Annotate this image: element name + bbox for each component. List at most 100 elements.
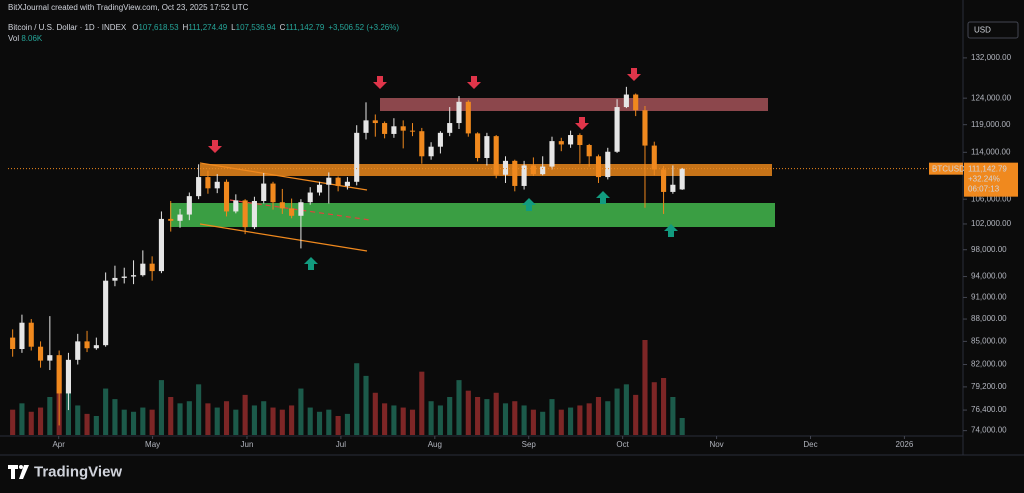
volume-bar [335,416,341,435]
candle-body [633,94,639,111]
candle-body [84,341,90,349]
y-tick-label: 91,000.00 [971,293,1007,302]
candle-body [251,201,257,228]
volume-key: Vol [8,34,19,43]
ohlc-value: 111,274.49 [188,23,227,32]
volume-bar [484,399,490,435]
candle-body [214,181,220,189]
candle-body [196,177,202,197]
symbol-legend: Bitcoin / U.S. Dollar · 1D · INDEX O107,6… [8,23,399,32]
volume-bar [558,409,564,435]
ohlc-key: H [183,23,189,32]
volume-bar [279,409,285,435]
volume-bar [391,405,397,435]
volume-bar [633,394,639,435]
volume-bar [419,371,425,435]
volume-bar [289,405,295,435]
candle-body [168,218,174,221]
candle-body [326,177,332,185]
down-arrow [575,117,589,130]
x-tick-label: May [145,440,160,449]
volume-bar [121,409,127,435]
candle-body [121,276,127,278]
volume-bar [177,403,183,435]
volume-bar [447,397,453,435]
candle-body [586,145,592,157]
candle-body [409,130,416,132]
volume-bar [10,409,16,435]
candle-body [223,181,230,212]
candle-body [298,202,304,216]
candle-body [661,169,667,192]
candle-body [651,145,657,170]
candle-body [316,184,323,193]
tradingview-logo [8,465,29,479]
down-arrows [208,68,641,153]
volume-bar [233,409,239,435]
candle-body [382,123,388,134]
volume-bar [605,401,611,435]
dashed-line [229,199,371,221]
volume-bar [363,375,369,435]
candle-body [558,141,564,145]
volume-bar [130,411,137,435]
volume-bar [651,382,657,435]
volume-bar [642,340,648,435]
volume-bar [316,411,323,435]
volume-bar [577,405,583,435]
candle-body [493,136,499,175]
volume-bar [437,405,443,435]
volume-bar [93,416,99,435]
candle-body [595,156,602,178]
volume-bar [84,413,90,435]
candle-body [75,341,81,360]
candle-body [456,101,462,124]
x-tick-label: Dec [803,440,817,449]
volume-bar [75,405,81,435]
y-tick-label: 132,000.00 [971,53,1012,62]
candle-body [447,123,453,133]
ohlc-key: C [280,23,286,32]
candle-body [568,135,574,145]
candle-body [512,160,518,186]
volume-bar [465,390,471,435]
candle-body [19,322,25,349]
volume-bar [242,394,248,435]
volume-bar [623,384,629,435]
mid-zone [200,164,772,176]
volume-bar [214,407,220,435]
candle-body [521,165,527,186]
candle-body [428,146,434,157]
currency: USD [974,26,991,35]
volume-bar [196,384,202,435]
volume-bar [409,409,416,435]
symbol-tag [929,162,963,175]
candle-body [10,337,16,349]
up-arrow [522,198,536,211]
ohlc-value: 111,142.79 [285,23,324,32]
candle-body [623,94,629,108]
resistance-zone [380,98,768,111]
ohlc-value: 107,618.53 [138,23,179,32]
logo-mark [19,465,23,469]
candle-body [475,133,481,158]
y-tick-label: 79,200.00 [971,382,1007,391]
y-tick-label: 124,000.00 [971,93,1012,102]
candle-body [354,132,360,182]
y-tick-label: 74,000.00 [971,426,1007,435]
volume-bar [223,401,230,435]
candle-body [605,151,611,178]
y-tick-label: 88,000.00 [971,314,1007,323]
candle-body [614,107,620,152]
volume-bar [475,397,481,435]
down-arrow [627,68,641,81]
volume-bar [270,407,276,435]
volume-legend: Vol 8.06K [8,34,43,43]
candle-body [372,120,378,124]
volume-bar [298,388,304,435]
volume-bar [344,413,350,435]
logo-mark [19,465,29,479]
volume-bar [400,407,406,435]
volume-bar [521,405,527,435]
symbol-label: BTCUSD [932,164,965,173]
